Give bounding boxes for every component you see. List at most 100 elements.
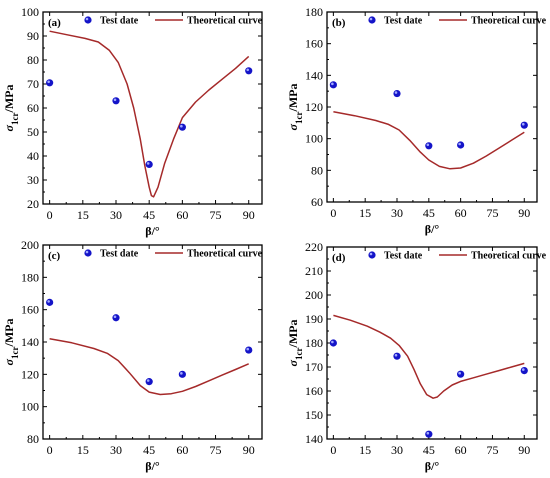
y-tick-label: 220 [305, 240, 323, 254]
x-tick-label: 75 [210, 443, 222, 457]
test-data-point [425, 430, 433, 438]
test-data-point [329, 81, 337, 89]
x-axis-title: β/° [425, 459, 440, 473]
x-tick-label: 15 [359, 443, 371, 457]
panel-label: (b) [332, 17, 346, 29]
y-axis-title: σ1cr/MPa [2, 85, 20, 132]
y-tick-label: 180 [305, 5, 323, 19]
legend-label-curve: Theoretical curve [187, 16, 263, 27]
test-data-point-highlight [331, 340, 334, 344]
chart-panel-2: 0 15 30 45 60 75 90 60 80 100 120 140 160 180 β/° σ1cr/… [286, 5, 547, 236]
theoretical-curve [49, 338, 249, 396]
legend-marker-highlight [369, 17, 373, 21]
x-tick-label: 75 [486, 443, 498, 457]
legend-marker-highlight [85, 250, 89, 254]
y-tick-label: 140 [21, 335, 39, 349]
test-data-point [520, 367, 528, 375]
test-data-point [112, 97, 120, 105]
x-tick-label: 15 [77, 443, 89, 457]
test-data-point [178, 370, 186, 378]
test-data-point-highlight [458, 142, 461, 146]
test-data-point [393, 89, 401, 98]
test-data-point-highlight [246, 68, 250, 72]
test-data-point [457, 141, 465, 149]
test-data-point [520, 121, 528, 129]
x-tick-label: 0 [330, 206, 336, 220]
test-data-point-highlight [458, 371, 461, 375]
test-data-point-highlight [113, 98, 117, 102]
panel-label: (c) [48, 250, 61, 262]
plot-frame [326, 11, 538, 203]
legend-marker [84, 249, 92, 257]
test-data-point-highlight [394, 91, 398, 94]
x-axis-title: β/° [145, 224, 160, 238]
theoretical-curve [49, 30, 250, 198]
legend-marker-highlight [85, 17, 89, 21]
test-data-point-highlight [331, 82, 334, 86]
test-data-point-highlight [146, 379, 150, 382]
x-tick-label: 15 [359, 206, 371, 220]
x-tick-label: 75 [486, 206, 498, 220]
test-data-point [46, 298, 54, 306]
y-axis-title-unit: /MPa [286, 84, 300, 113]
legend-marker-highlight [369, 252, 373, 256]
legend-label-curve: Theoretical curve [187, 249, 263, 260]
legend-marker [368, 16, 376, 24]
test-data-point-highlight [180, 372, 183, 375]
y-tick-label: 180 [305, 336, 323, 350]
test-data-point [46, 79, 54, 87]
test-data-point [178, 123, 186, 131]
x-axis-title: β/° [425, 222, 440, 236]
y-tick-label: 100 [305, 132, 323, 146]
test-data-point-highlight [180, 124, 183, 128]
test-data-point-highlight [47, 300, 50, 303]
panel-label: (a) [48, 17, 61, 29]
test-data-point [393, 352, 401, 360]
y-tick-label: 80 [311, 163, 323, 177]
plot-frame [42, 11, 263, 205]
test-data-point [112, 314, 120, 322]
y-tick-label: 100 [21, 5, 39, 19]
test-data-point-highlight [394, 353, 398, 357]
x-tick-label: 0 [330, 443, 336, 457]
x-tick-label: 90 [518, 206, 530, 220]
y-axis-title-unit: /MPa [2, 319, 16, 348]
y-tick-label: 90 [27, 29, 39, 43]
plot-frame [42, 244, 263, 440]
y-tick-label: 120 [305, 100, 323, 114]
chart-panel-3: 0 15 30 45 60 75 90 80 100 120 140 160 180 200 β/° σ1cr… [2, 238, 263, 473]
theoretical-curve [333, 314, 525, 399]
x-tick-label: 90 [243, 443, 255, 457]
test-data-point [425, 142, 433, 150]
y-axis-title: σ1cr/MPa [286, 84, 304, 131]
test-data-point [145, 378, 153, 386]
x-tick-label: 45 [423, 443, 435, 457]
chart-panel-1: 0 15 30 45 60 75 90 20 30 40 50 60 70 80 90 100 β/° σ1cr/… [2, 5, 263, 238]
y-axis-title-symbol: σ [286, 123, 300, 130]
legend-marker [368, 251, 376, 259]
y-tick-label: 70 [27, 77, 39, 91]
y-axis-title-unit: /MPa [2, 85, 16, 114]
plot-frame [326, 246, 538, 440]
legend-label-test: Test date [100, 249, 139, 260]
x-tick-label: 60 [455, 206, 467, 220]
x-tick-label: 30 [391, 443, 403, 457]
y-axis-title-symbol: σ [2, 358, 16, 365]
x-tick-label: 60 [176, 443, 188, 457]
legend-label-test: Test date [384, 251, 423, 262]
theoretical-curve [333, 111, 525, 170]
y-tick-label: 120 [21, 367, 39, 381]
y-tick-label: 20 [27, 197, 39, 211]
test-data-point-highlight [426, 143, 430, 147]
x-tick-label: 45 [143, 443, 155, 457]
y-tick-label: 80 [27, 432, 39, 446]
test-data-point-highlight [113, 315, 117, 319]
legend-marker [84, 16, 92, 24]
test-data-point-highlight [47, 80, 50, 84]
legend-label-test: Test date [384, 16, 423, 27]
x-tick-label: 75 [210, 208, 222, 222]
y-axis-title-subscript: 1cr [10, 347, 20, 360]
x-tick-label: 90 [243, 208, 255, 222]
y-axis-title-subscript: 1cr [294, 348, 304, 361]
